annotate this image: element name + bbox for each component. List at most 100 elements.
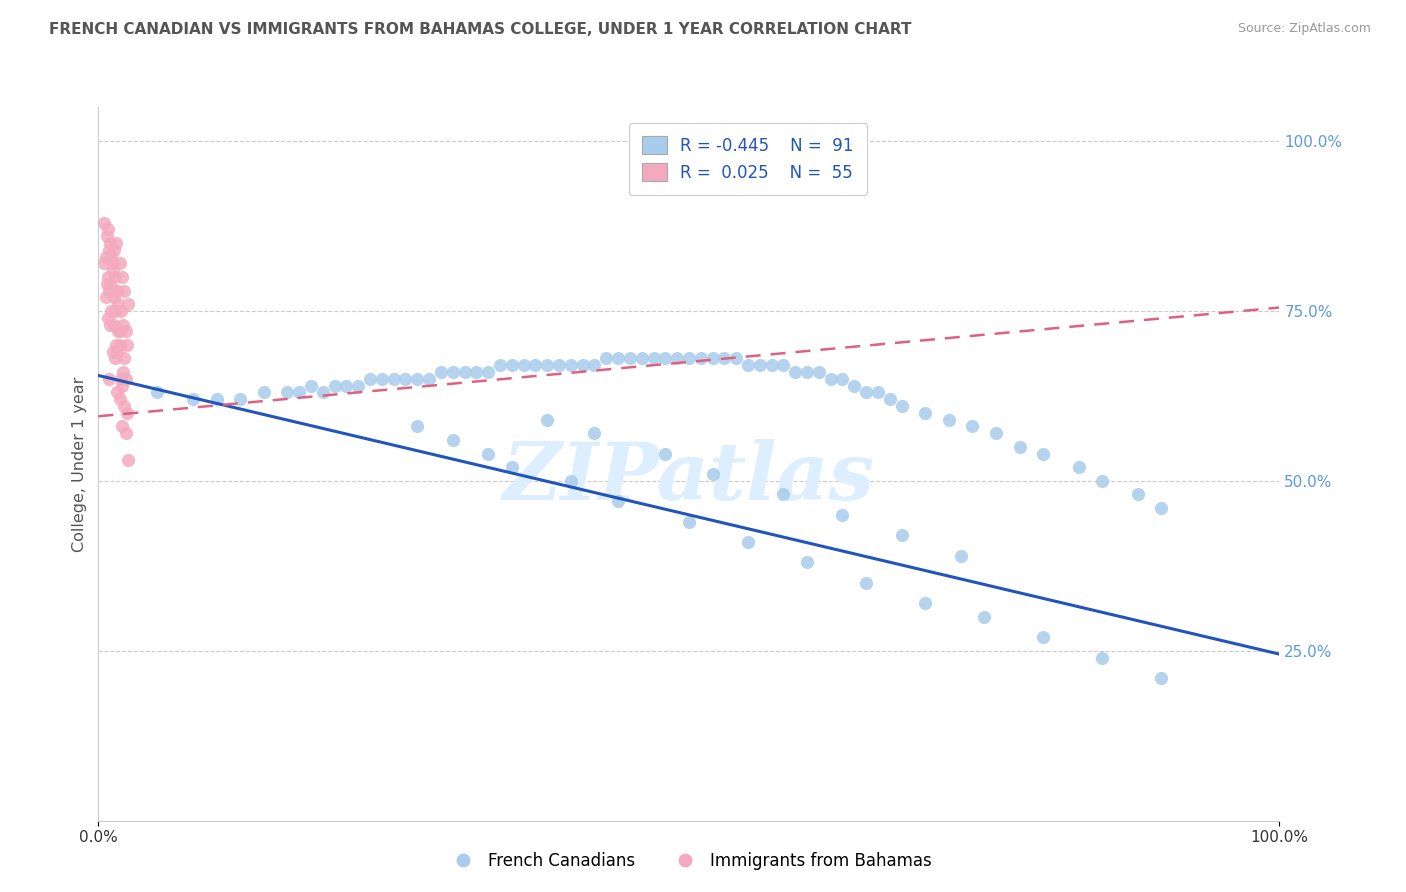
Point: [108, 256, 131, 270]
Point: [112, 365, 135, 379]
Point: [371, 372, 394, 386]
Point: [93, 216, 115, 230]
Point: [406, 372, 429, 386]
Point: [288, 385, 311, 400]
Point: [98, 372, 121, 386]
Point: [101, 263, 124, 277]
Point: [111, 419, 134, 434]
Point: [666, 351, 689, 366]
Point: [796, 365, 818, 379]
Point: [98, 277, 121, 291]
Point: [430, 365, 453, 379]
Point: [104, 269, 127, 284]
Point: [1126, 487, 1149, 501]
Point: [984, 426, 1007, 441]
Point: [831, 372, 853, 386]
Point: [96, 229, 118, 244]
Point: [560, 359, 582, 373]
Point: [949, 549, 972, 563]
Point: [114, 426, 136, 441]
Point: [359, 372, 381, 386]
Point: [702, 351, 724, 366]
Point: [229, 392, 252, 407]
Point: [253, 385, 276, 400]
Point: [94, 250, 117, 264]
Point: [678, 515, 700, 529]
Point: [607, 351, 630, 366]
Point: [501, 460, 523, 475]
Point: [453, 365, 475, 379]
Point: [1008, 440, 1031, 454]
Point: [571, 359, 593, 373]
Point: [112, 399, 135, 413]
Point: [100, 250, 122, 264]
Point: [112, 318, 135, 332]
Point: [111, 378, 134, 392]
Point: [761, 359, 783, 373]
Point: [1032, 630, 1054, 644]
Point: [689, 351, 711, 366]
Point: [524, 359, 547, 373]
Point: [748, 359, 770, 373]
Text: Source: ZipAtlas.com: Source: ZipAtlas.com: [1237, 22, 1371, 36]
Point: [103, 290, 125, 304]
Point: [619, 351, 641, 366]
Point: [108, 324, 131, 338]
Point: [914, 406, 936, 420]
Point: [807, 365, 830, 379]
Point: [347, 378, 370, 392]
Point: [299, 378, 322, 392]
Point: [104, 304, 127, 318]
Point: [107, 297, 129, 311]
Point: [103, 318, 125, 332]
Point: [973, 609, 995, 624]
Point: [108, 392, 131, 407]
Point: [583, 359, 606, 373]
Point: [181, 392, 204, 407]
Point: [107, 324, 129, 338]
Point: [725, 351, 748, 366]
Point: [441, 433, 464, 447]
Point: [737, 535, 759, 549]
Point: [536, 412, 558, 426]
Point: [98, 243, 121, 257]
Point: [820, 372, 842, 386]
Point: [465, 365, 488, 379]
Point: [105, 284, 128, 298]
Point: [105, 284, 128, 298]
Point: [583, 426, 606, 441]
Point: [105, 344, 128, 359]
Point: [108, 338, 131, 352]
Point: [98, 318, 121, 332]
Point: [94, 290, 117, 304]
Point: [110, 304, 132, 318]
Point: [96, 277, 118, 291]
Point: [1091, 650, 1114, 665]
Point: [97, 310, 120, 325]
Point: [146, 385, 169, 400]
Point: [100, 304, 122, 318]
Point: [737, 359, 759, 373]
Point: [654, 351, 676, 366]
Point: [205, 392, 228, 407]
Point: [1150, 671, 1173, 685]
Point: [114, 372, 136, 386]
Legend: French Canadians, Immigrants from Bahamas: French Canadians, Immigrants from Bahama…: [440, 846, 938, 877]
Point: [630, 351, 652, 366]
Point: [1150, 501, 1173, 516]
Point: [105, 385, 128, 400]
Point: [654, 447, 676, 461]
Point: [890, 399, 912, 413]
Point: [115, 338, 138, 352]
Point: [938, 412, 960, 426]
Point: [1091, 474, 1114, 488]
Point: [477, 447, 499, 461]
Point: [785, 365, 807, 379]
Point: [312, 385, 335, 400]
Point: [855, 575, 877, 590]
Y-axis label: College, Under 1 year: College, Under 1 year: [72, 376, 87, 551]
Point: [105, 235, 128, 250]
Point: [831, 508, 853, 522]
Text: ZIPatlas: ZIPatlas: [503, 440, 875, 516]
Point: [489, 359, 512, 373]
